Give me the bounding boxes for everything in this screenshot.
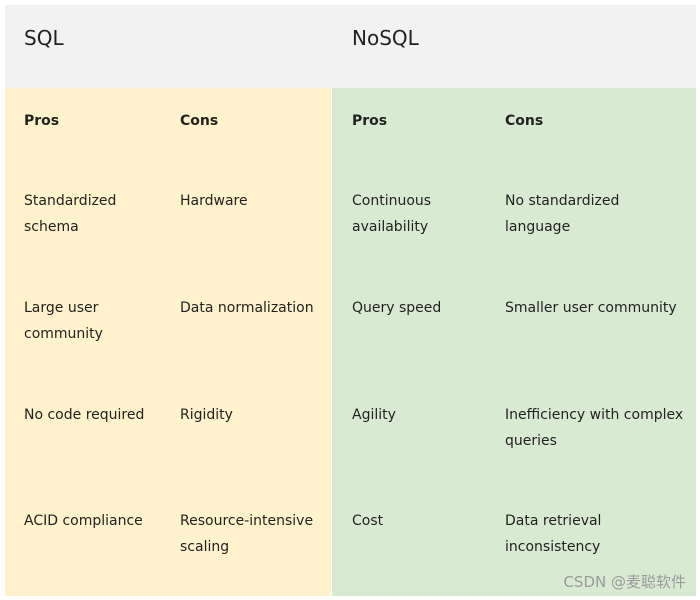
cell-text: ACID compliance — [24, 513, 143, 529]
cell-text: Smaller user community — [505, 300, 677, 316]
cell-text: queries — [505, 433, 557, 449]
cell-text: Continuous — [352, 193, 432, 209]
cell-text: Inefficiency with complex — [505, 407, 684, 423]
cell-text: Standardized — [24, 193, 117, 209]
cell-text: Cost — [352, 513, 384, 529]
column-header: Cons — [505, 113, 544, 129]
cell-text: scaling — [180, 539, 230, 555]
cell-text: availability — [352, 219, 429, 235]
sql-heading: SQL — [24, 26, 64, 50]
cell-text: language — [505, 219, 571, 235]
cell-text: Large user — [24, 300, 99, 316]
column-header: Cons — [180, 113, 219, 129]
nosql-heading: NoSQL — [352, 26, 419, 50]
cell-text: Query speed — [352, 300, 442, 316]
cell-text: schema — [24, 219, 79, 235]
cell-text: Resource-intensive — [180, 513, 314, 529]
cell-text: community — [24, 326, 103, 342]
header-band — [5, 5, 696, 88]
nosql-panel — [332, 88, 696, 596]
cell-text: Data retrieval — [505, 513, 602, 529]
column-header: Pros — [352, 113, 388, 129]
column-header: Pros — [24, 113, 60, 129]
cell-text: No code required — [24, 407, 145, 423]
cell-text: Hardware — [180, 193, 248, 209]
cell-text: Agility — [352, 407, 396, 423]
cell-text: Data normalization — [180, 300, 314, 316]
watermark: CSDN @麦聪软件 — [563, 573, 686, 591]
cell-text: No standardized — [505, 193, 620, 209]
cell-text: inconsistency — [505, 539, 601, 555]
cell-text: Rigidity — [180, 407, 233, 423]
sql-panel — [5, 88, 331, 596]
